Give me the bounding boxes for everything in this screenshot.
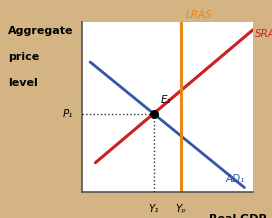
Text: P₁: P₁ [63, 109, 73, 119]
Text: Real GDP: Real GDP [209, 214, 267, 218]
Text: Aggregate: Aggregate [8, 26, 74, 36]
Text: Y₁: Y₁ [148, 204, 159, 214]
Text: SRAS₁: SRAS₁ [255, 29, 272, 39]
Text: E₁: E₁ [160, 95, 171, 105]
Text: level: level [8, 78, 38, 89]
Text: Yₚ: Yₚ [175, 204, 186, 214]
Text: price: price [8, 52, 39, 62]
Text: AD₁: AD₁ [225, 174, 245, 184]
Text: LRAS: LRAS [186, 10, 213, 20]
